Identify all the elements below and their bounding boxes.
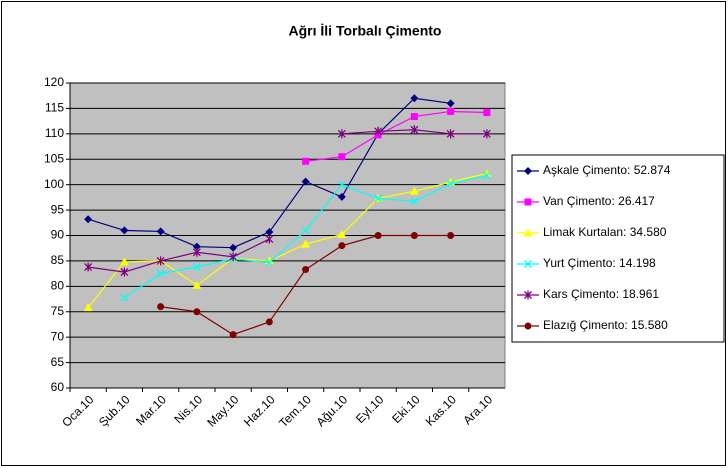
marker (193, 308, 201, 316)
marker (265, 318, 273, 326)
marker (374, 194, 383, 203)
legend-label: Elazığ Çimento: 15.580 (543, 318, 668, 332)
marker (229, 331, 237, 339)
marker (337, 129, 346, 139)
marker (483, 108, 491, 116)
marker (410, 197, 419, 206)
marker (337, 192, 346, 201)
marker (524, 290, 532, 300)
marker (523, 228, 533, 237)
y-tick-label: 70 (51, 329, 65, 343)
marker (524, 198, 532, 206)
legend-label: Aşkale Çimento: 52.874 (543, 163, 671, 177)
marker (338, 153, 346, 161)
marker (410, 94, 419, 103)
series-line (305, 110, 487, 162)
marker (374, 126, 383, 136)
y-tick-label: 60 (51, 380, 65, 394)
y-tick-label: 110 (45, 126, 64, 140)
marker (337, 180, 346, 189)
marker (120, 226, 129, 235)
marker (192, 242, 201, 251)
marker (156, 256, 165, 266)
marker (119, 257, 129, 266)
legend-box (511, 154, 725, 343)
marker (410, 125, 419, 135)
y-tick-label: 90 (51, 228, 65, 242)
marker (192, 263, 201, 271)
marker (84, 262, 93, 272)
marker (192, 247, 201, 257)
marker (446, 99, 455, 108)
marker (229, 252, 238, 262)
y-tick-label: 115 (45, 101, 64, 115)
marker (410, 232, 418, 239)
marker (482, 168, 492, 177)
marker (302, 157, 310, 165)
marker (265, 258, 274, 267)
marker (446, 179, 455, 188)
marker (524, 167, 532, 175)
marker (301, 177, 310, 186)
marker (120, 267, 129, 277)
marker (157, 303, 165, 311)
y-tick-label: 120 (44, 75, 64, 89)
legend-label: Yurt Çimento: 14.198 (543, 256, 656, 270)
marker (265, 227, 274, 236)
y-tick-label: 80 (51, 279, 65, 293)
chart-title: Ağrı İli Torbalı Çimento (289, 23, 442, 39)
legend-label: Kars Çimento: 18.961 (543, 287, 659, 301)
marker (120, 293, 129, 302)
legend-label: Limak Kurtalan: 34.580 (543, 225, 667, 239)
marker (374, 232, 382, 239)
marker (409, 186, 419, 195)
marker (524, 322, 532, 330)
marker (265, 234, 274, 244)
marker (482, 171, 491, 180)
marker (446, 129, 455, 139)
series-line (87, 172, 488, 309)
marker (447, 107, 455, 115)
legend-label: Van Çimento: 26.417 (543, 194, 655, 208)
marker (482, 129, 491, 139)
y-tick-label: 75 (51, 304, 65, 318)
marker (301, 226, 310, 235)
marker (156, 269, 165, 278)
marker (192, 280, 202, 289)
marker (524, 260, 532, 268)
marker (229, 243, 238, 252)
marker (447, 232, 455, 239)
y-tick-label: 100 (44, 177, 64, 191)
marker (337, 229, 347, 238)
marker (84, 215, 93, 224)
marker (83, 303, 93, 312)
y-tick-label: 85 (51, 253, 65, 267)
marker (338, 242, 346, 250)
marker (156, 227, 165, 236)
y-tick-label: 105 (44, 151, 64, 165)
marker (410, 113, 418, 121)
y-tick-label: 95 (51, 202, 65, 216)
marker (302, 266, 310, 274)
marker (301, 239, 311, 248)
y-tick-label: 65 (51, 355, 65, 369)
